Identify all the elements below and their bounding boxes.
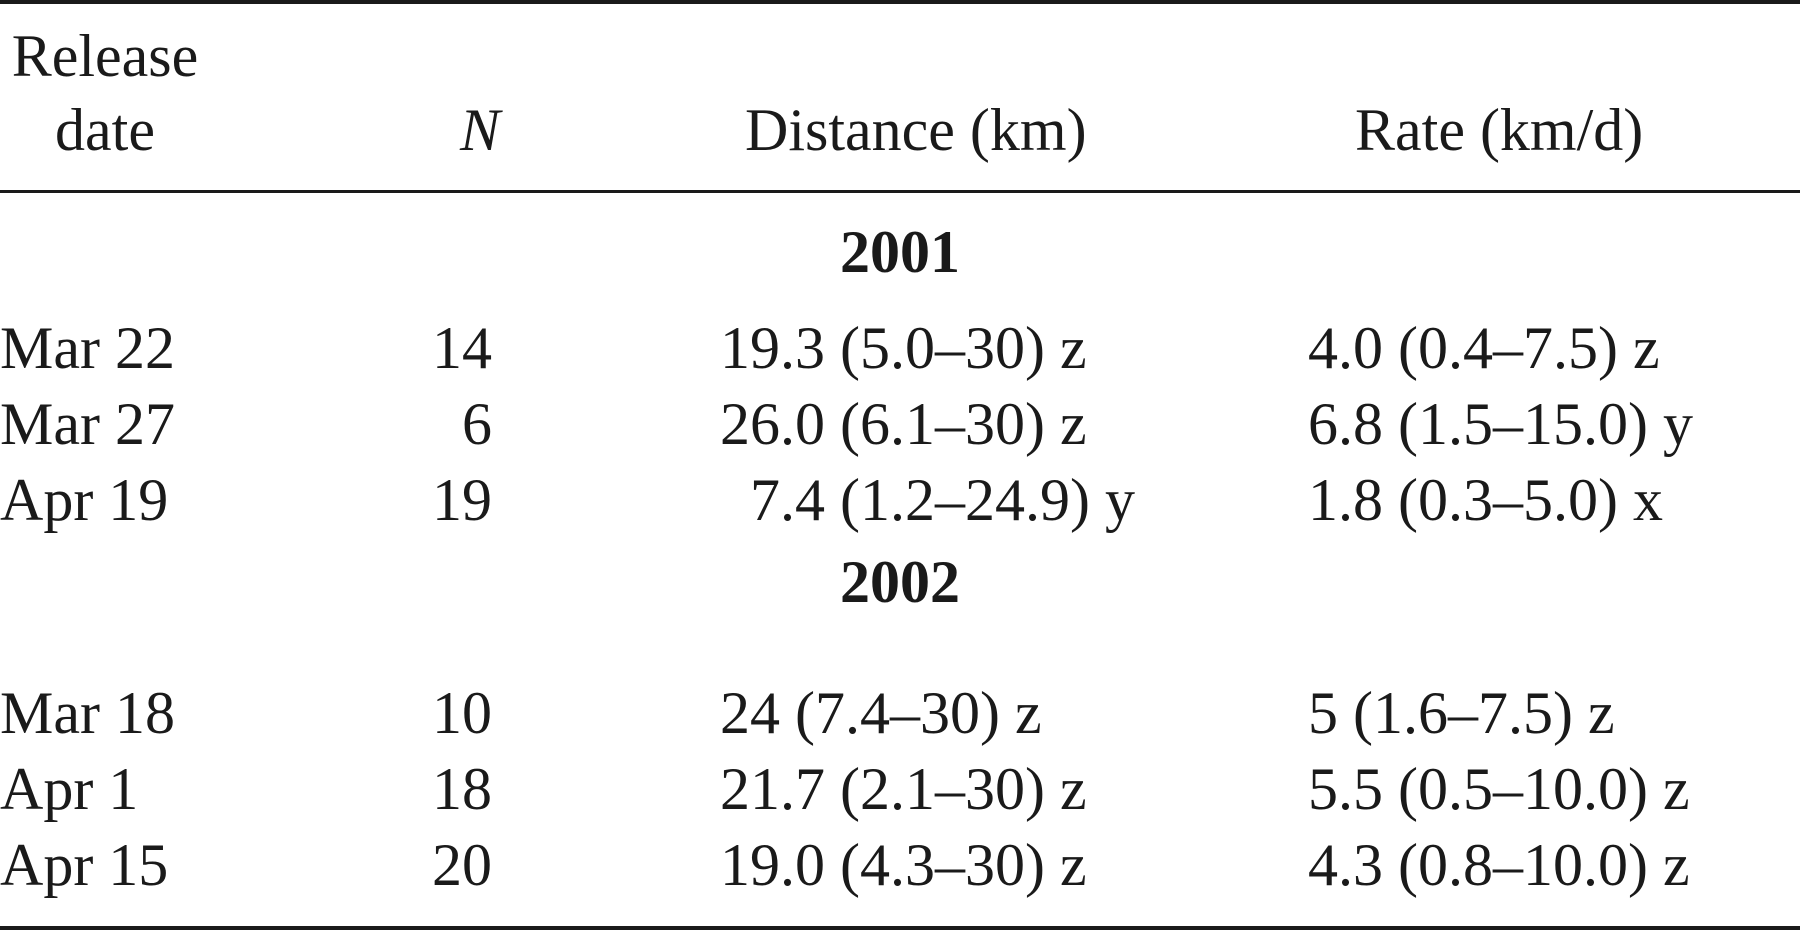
header-rate: Rate (km/d) [1355, 97, 1644, 163]
header-n: N [459, 97, 500, 163]
cell-rate: 1.8 (0.3–5.0) x [1308, 467, 1663, 533]
cell-release-date: Mar 22 [0, 315, 175, 381]
year-heading-2002: 2002 [840, 549, 960, 615]
cell-release-date: Apr 19 [0, 467, 169, 533]
cell-n: 6 [462, 391, 492, 457]
table-row: Mar 22 14 19.3 (5.0–30) z 4.0 (0.4–7.5) … [0, 310, 1800, 386]
cell-release-date: Mar 18 [0, 680, 175, 746]
cell-distance: 19.3 (5.0–30) z [720, 315, 1087, 381]
cell-rate: 5 (1.6–7.5) z [1308, 680, 1615, 746]
table-bottom-rule [0, 926, 1800, 930]
header-distance: Distance (km) [745, 97, 1087, 163]
cell-rate: 5.5 (0.5–10.0) z [1308, 756, 1690, 822]
table-top-rule [0, 0, 1800, 4]
header-release-date-line1: Release [11, 23, 199, 89]
cell-release-date: Mar 27 [0, 391, 175, 457]
table-row: Apr 15 20 19.0 (4.3–30) z 4.3 (0.8–10.0)… [0, 827, 1800, 903]
header-release-date-line2: date [55, 97, 155, 163]
cell-distance: 26.0 (6.1–30) z [720, 391, 1087, 457]
cell-n: 10 [432, 680, 492, 746]
year-heading-2001: 2001 [840, 219, 960, 285]
cell-n: 20 [432, 832, 492, 898]
table-row: Mar 18 10 24 (7.4–30) z 5 (1.6–7.5) z [0, 675, 1800, 751]
cell-distance: 24 (7.4–30) z [720, 680, 1042, 746]
cell-release-date: Apr 15 [0, 832, 169, 898]
cell-rate: 6.8 (1.5–15.0) y [1308, 391, 1693, 457]
cell-distance: 19.0 (4.3–30) z [720, 832, 1087, 898]
cell-n: 14 [432, 315, 492, 381]
cell-release-date: Apr 1 [0, 756, 139, 822]
table-header-rule [0, 190, 1800, 193]
cell-distance: 21.7 (2.1–30) z [720, 756, 1087, 822]
cell-rate: 4.3 (0.8–10.0) z [1308, 832, 1690, 898]
cell-rate: 4.0 (0.4–7.5) z [1308, 315, 1660, 381]
cell-n: 18 [432, 756, 492, 822]
cell-distance: 7.4 (1.2–24.9) y [720, 467, 1135, 533]
cell-n: 19 [432, 467, 492, 533]
table-row: Apr 1 18 21.7 (2.1–30) z 5.5 (0.5–10.0) … [0, 751, 1800, 827]
table-row: Apr 19 19 7.4 (1.2–24.9) y 1.8 (0.3–5.0)… [0, 462, 1800, 538]
table-row: Mar 27 6 26.0 (6.1–30) z 6.8 (1.5–15.0) … [0, 386, 1800, 462]
